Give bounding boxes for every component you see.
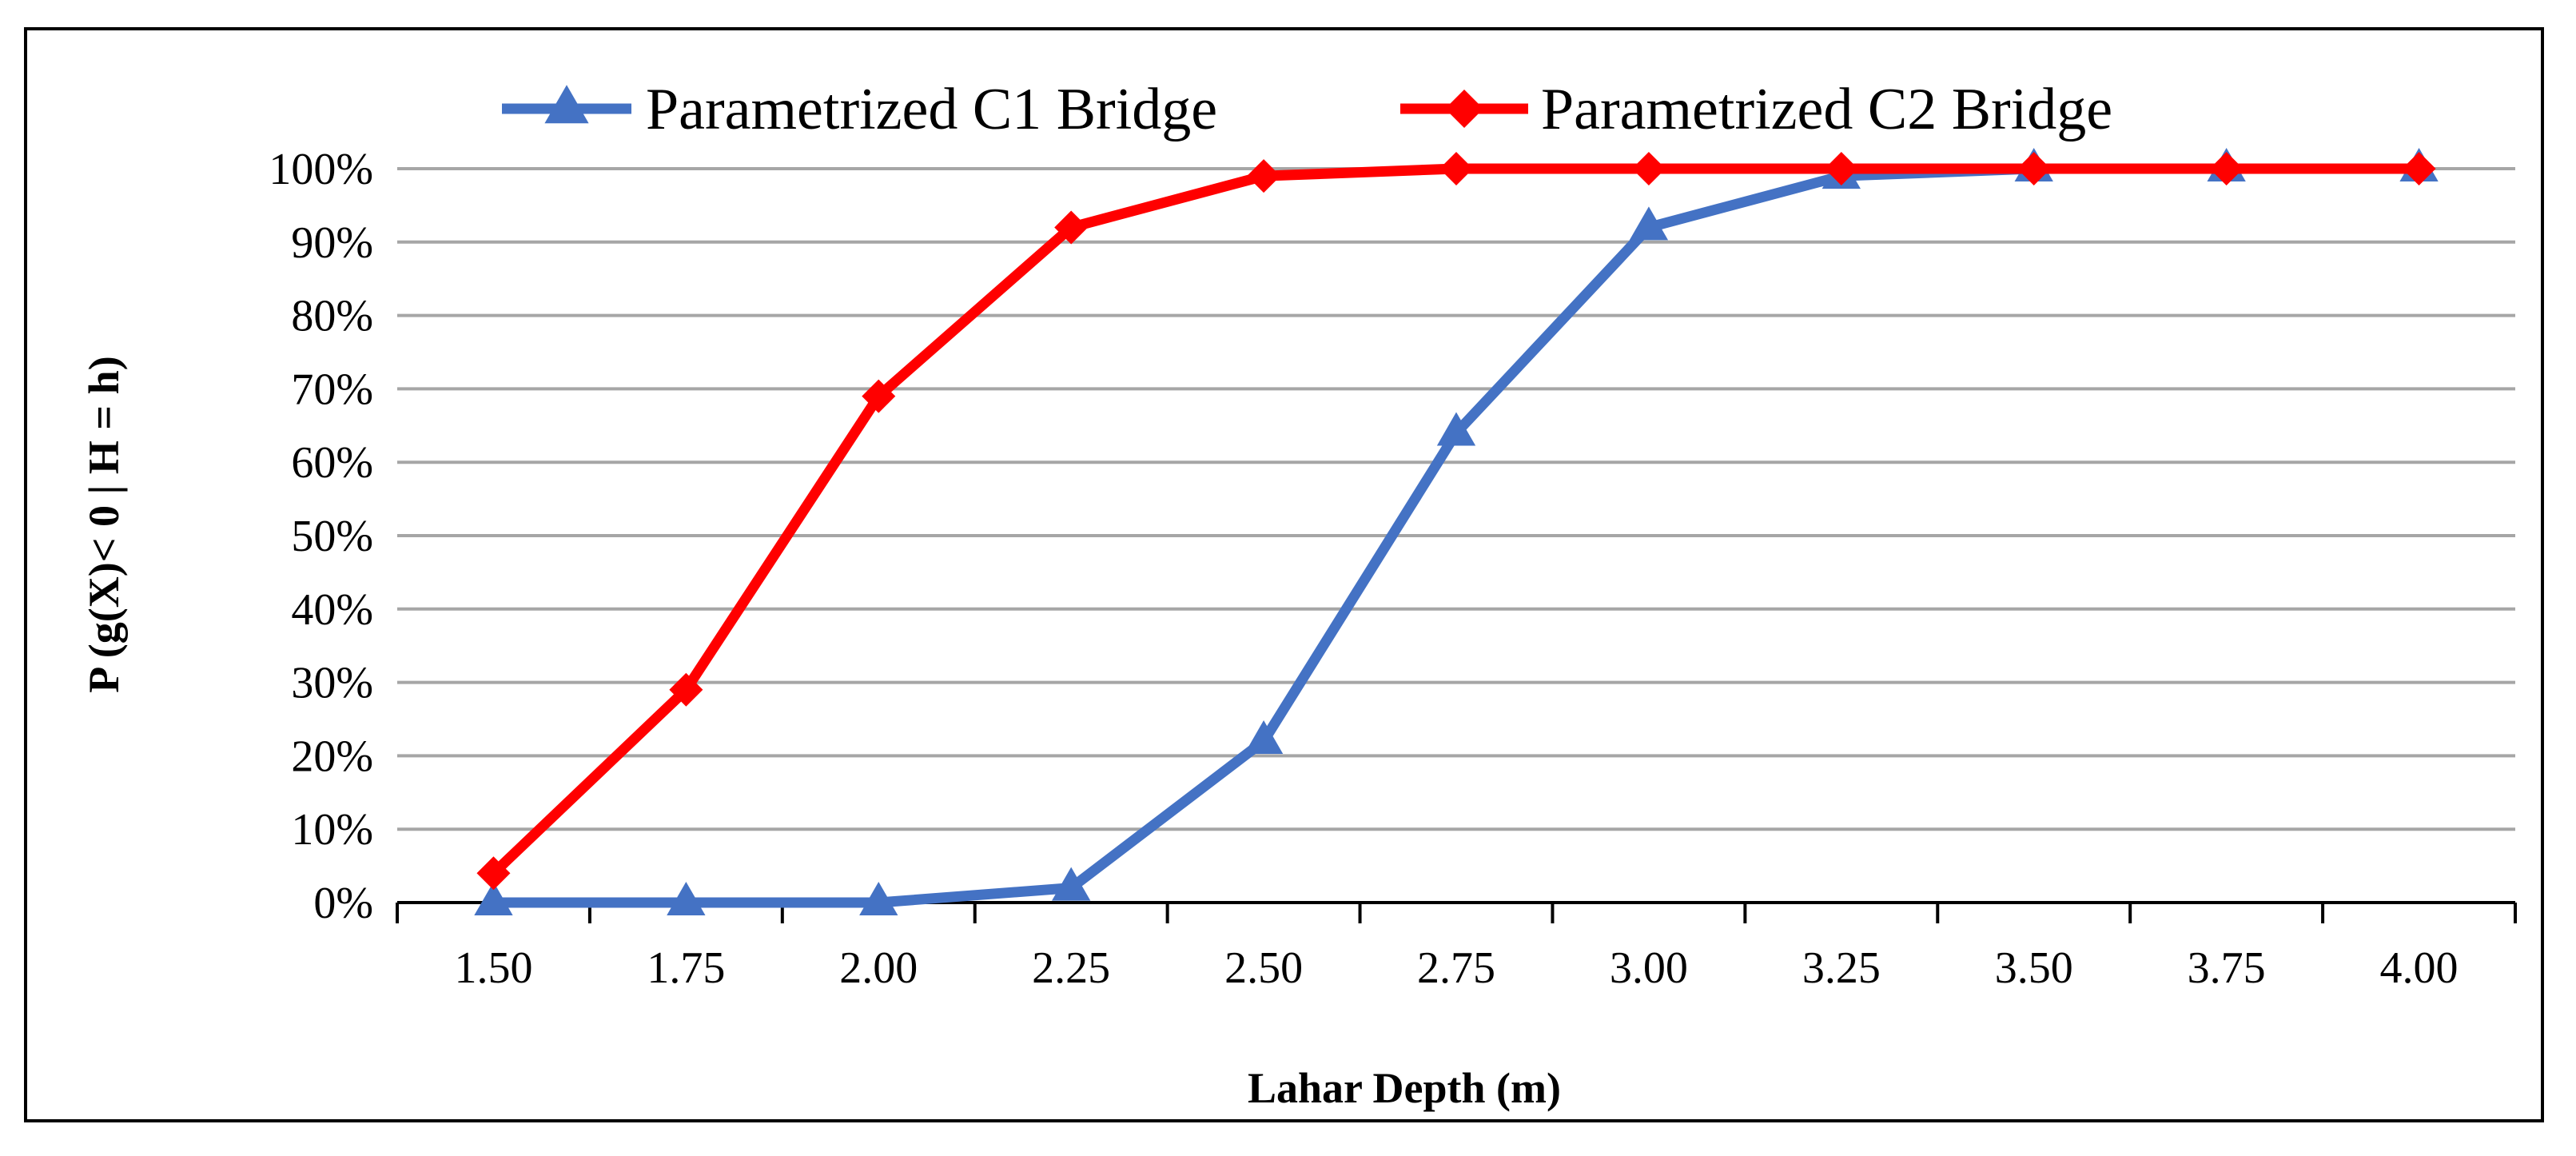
legend: Parametrized C1 Bridge Parametrized C2 Br… — [502, 77, 2112, 142]
data-point — [859, 881, 898, 915]
y-axis-title: P (g(X)< 0 | H = h) — [80, 356, 128, 692]
y-tick-label: 0% — [313, 879, 373, 928]
data-point — [1247, 159, 1281, 193]
gridlines — [397, 167, 2515, 831]
x-tick-label: 2.25 — [1032, 943, 1110, 993]
series-group — [474, 147, 2439, 915]
legend-marker — [1445, 90, 1483, 128]
x-axis-title: Lahar Depth (m) — [1248, 1064, 1561, 1112]
x-tick-label: 2.00 — [839, 943, 918, 993]
x-tick-label: 3.00 — [1610, 943, 1688, 993]
data-point — [2017, 152, 2051, 185]
data-point — [667, 881, 706, 915]
data-point — [474, 881, 513, 915]
data-point — [1631, 152, 1666, 185]
x-tick-label: 1.75 — [647, 943, 725, 993]
legend-marker — [544, 85, 589, 124]
data-point — [1052, 867, 1091, 901]
data-point — [862, 379, 896, 413]
x-tick-label: 3.50 — [1995, 943, 2073, 993]
data-point — [1439, 152, 1473, 185]
x-tick-label: 3.25 — [1802, 943, 1881, 993]
data-point — [2209, 152, 2244, 185]
axes: 0% 10% 20% 30% 40% 50% 60% 70% 80% 90% 100% 1.50 1.7… — [269, 145, 2517, 993]
y-tick-label: 60% — [291, 438, 373, 488]
y-tick-label: 30% — [291, 659, 373, 708]
data-point — [1824, 152, 1858, 185]
x-tick-label: 4.00 — [2380, 943, 2459, 993]
data-point — [1244, 720, 1284, 754]
data-point — [476, 856, 511, 891]
data-point — [1054, 210, 1089, 245]
x-tick-label: 3.75 — [2188, 943, 2266, 993]
chart-frame — [24, 27, 2544, 1122]
y-tick-label: 10% — [291, 805, 373, 855]
data-point — [2402, 152, 2436, 185]
x-tick-label: 1.50 — [454, 943, 532, 993]
y-tick-label: 70% — [291, 365, 373, 414]
x-tick-label: 2.50 — [1224, 943, 1303, 993]
series-line — [488, 163, 2425, 879]
data-point — [1436, 412, 1476, 446]
y-tick-label: 20% — [291, 731, 373, 781]
y-tick-label: 80% — [291, 292, 373, 341]
data-point — [669, 672, 703, 707]
x-tick-label: 2.75 — [1417, 943, 1495, 993]
y-tick-label: 100% — [269, 145, 373, 194]
legend-label: Parametrized C2 Bridge — [1541, 77, 2112, 142]
legend-label: Parametrized C1 Bridge — [646, 77, 1217, 142]
y-tick-label: 90% — [291, 218, 373, 268]
y-tick-label: 50% — [291, 512, 373, 561]
data-point — [1629, 206, 1669, 241]
y-tick-label: 40% — [291, 585, 373, 635]
